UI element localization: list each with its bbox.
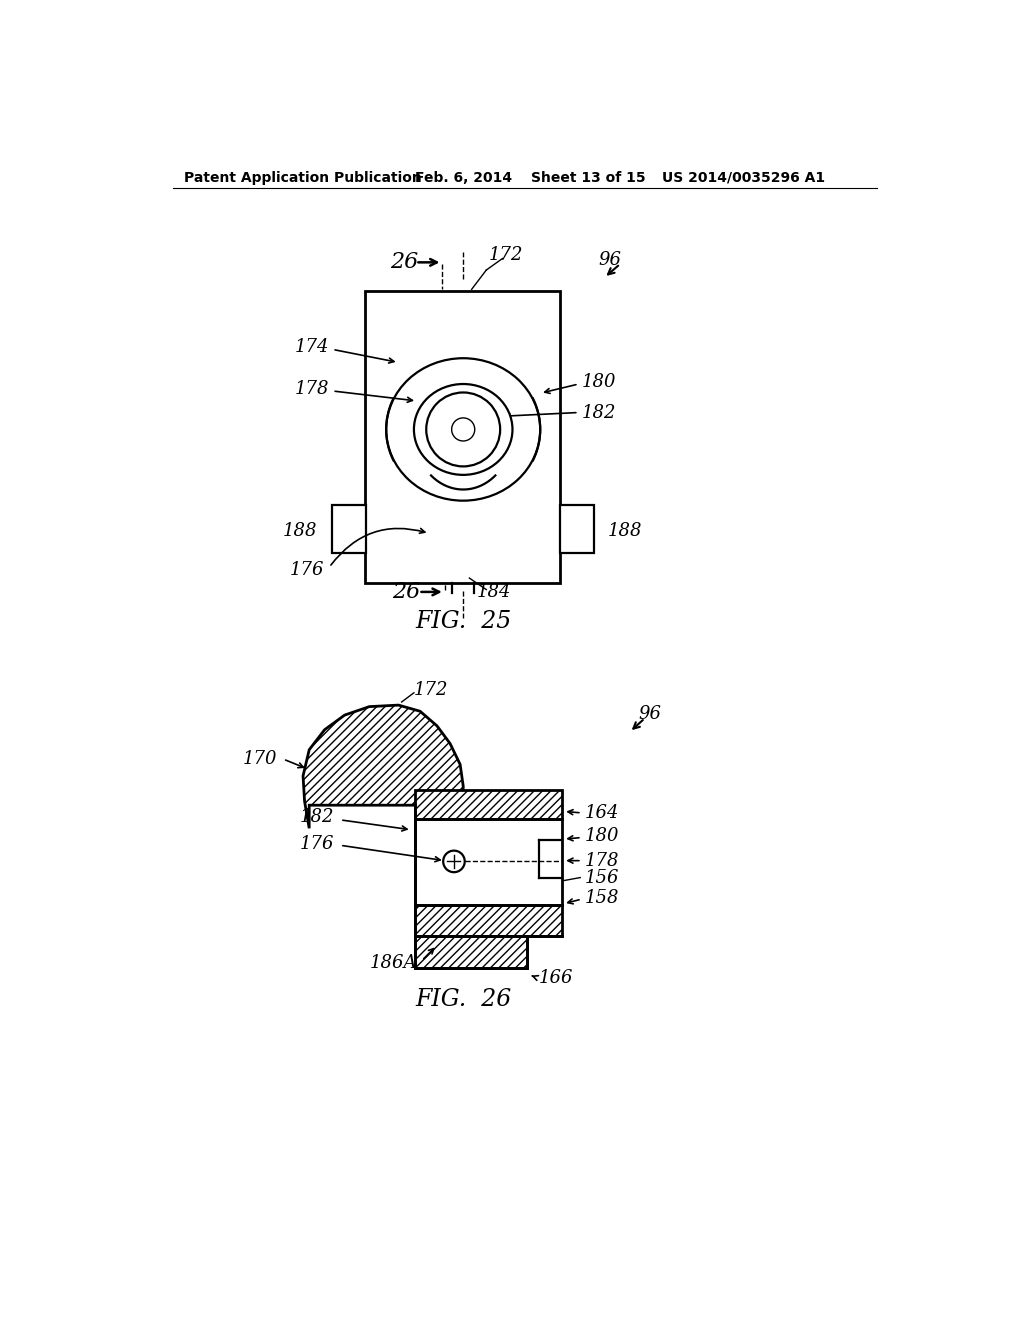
Bar (366, 290, 560, 583)
Text: 184: 184 (477, 583, 511, 601)
Text: 156: 156 (585, 870, 620, 887)
Text: FIG.  26: FIG. 26 (415, 987, 511, 1011)
Ellipse shape (386, 358, 541, 500)
Text: 172: 172 (489, 246, 523, 264)
Bar (416, 789, 562, 818)
Text: 176: 176 (300, 834, 335, 853)
Text: FIG.  25: FIG. 25 (415, 610, 511, 634)
Text: 178: 178 (295, 380, 330, 399)
Circle shape (452, 418, 475, 441)
Text: 170: 170 (243, 750, 276, 768)
Text: 26: 26 (390, 251, 418, 273)
Bar (416, 906, 562, 936)
Text: 176: 176 (290, 561, 325, 578)
Bar (333, 506, 367, 553)
Polygon shape (303, 705, 463, 829)
Text: 174: 174 (295, 338, 330, 356)
Text: Feb. 6, 2014: Feb. 6, 2014 (416, 170, 513, 185)
Bar (560, 506, 594, 553)
Text: 182: 182 (582, 404, 616, 421)
Circle shape (426, 392, 500, 466)
Text: 96: 96 (598, 251, 621, 269)
Text: 158: 158 (585, 888, 620, 907)
Text: 186A: 186A (370, 954, 417, 972)
Text: 164: 164 (585, 804, 620, 822)
Text: 26: 26 (392, 581, 420, 603)
Text: 188: 188 (283, 523, 316, 540)
Text: 188: 188 (608, 523, 642, 540)
Text: 182: 182 (300, 808, 335, 826)
Text: 178: 178 (585, 851, 620, 870)
Text: Sheet 13 of 15: Sheet 13 of 15 (531, 170, 645, 185)
Circle shape (443, 850, 465, 873)
Text: 172: 172 (414, 681, 449, 698)
Ellipse shape (414, 384, 512, 475)
Bar (416, 936, 527, 969)
Text: 96: 96 (639, 705, 662, 723)
Text: 180: 180 (582, 372, 616, 391)
Text: Patent Application Publication: Patent Application Publication (184, 170, 422, 185)
Text: 166: 166 (539, 969, 573, 986)
Text: 180: 180 (585, 828, 620, 845)
Text: US 2014/0035296 A1: US 2014/0035296 A1 (662, 170, 825, 185)
